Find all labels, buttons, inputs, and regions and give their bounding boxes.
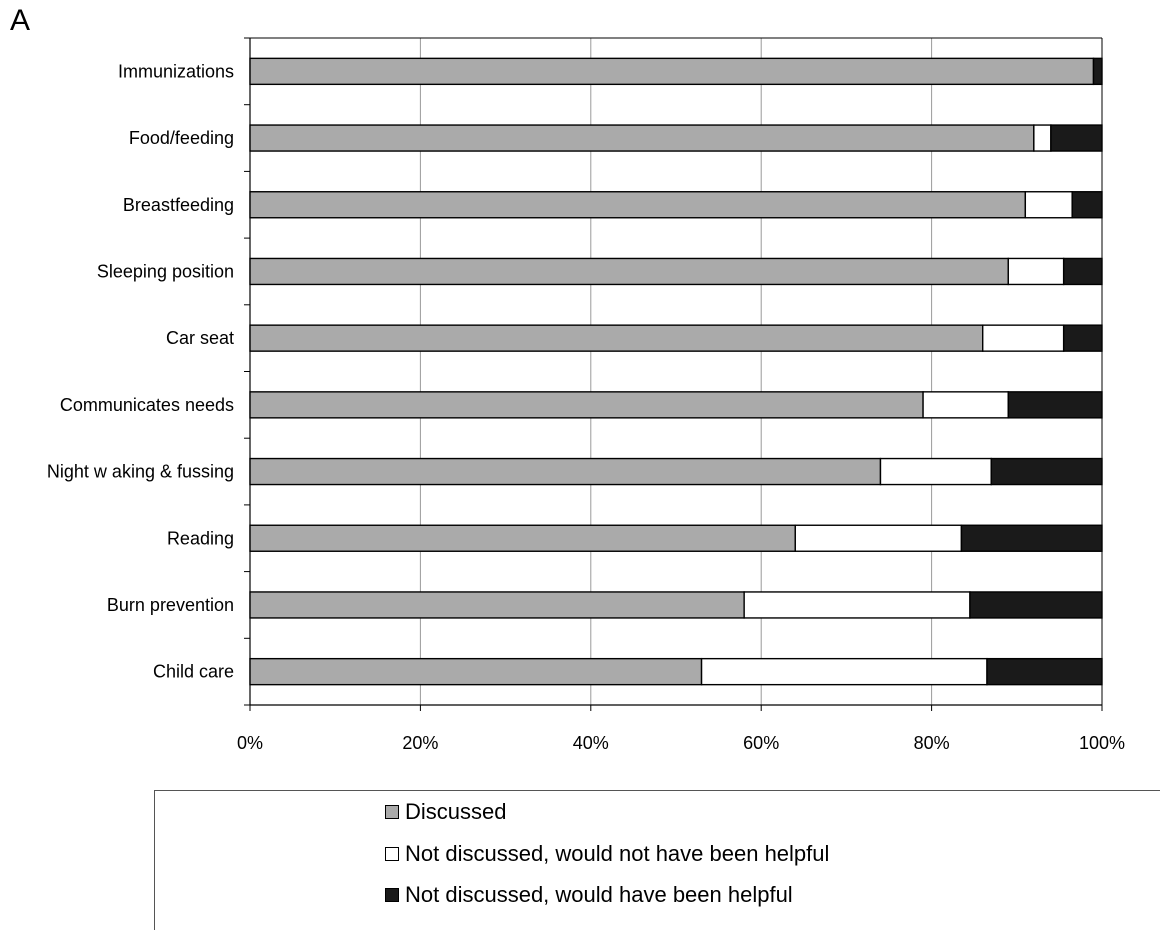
bar-helpful bbox=[1092, 57, 1103, 86]
bar-helpful bbox=[1071, 191, 1103, 219]
category-label: Immunizations bbox=[118, 61, 234, 81]
legend-swatch-helpful bbox=[385, 888, 399, 902]
bar-discussed bbox=[249, 124, 1035, 152]
bar-discussed bbox=[249, 324, 984, 352]
bar-helpful bbox=[1007, 391, 1103, 419]
legend-label-not-helpful: Not discussed, would not have been helpf… bbox=[405, 841, 830, 866]
bar-discussed bbox=[249, 191, 1027, 219]
category-label: Burn prevention bbox=[107, 595, 234, 615]
bar-not-helpful bbox=[743, 591, 971, 619]
panel-label: A bbox=[10, 4, 31, 37]
bar-not-helpful bbox=[1024, 191, 1073, 219]
x-tick-label: 60% bbox=[743, 733, 779, 753]
category-label: Breastfeeding bbox=[123, 195, 234, 215]
legend-item-helpful: Not discussed, would have been helpful bbox=[385, 880, 793, 910]
bar-discussed bbox=[249, 257, 1009, 286]
bar-discussed bbox=[249, 524, 796, 552]
category-label: Reading bbox=[167, 528, 234, 548]
bar-helpful bbox=[990, 457, 1103, 486]
bar-helpful bbox=[960, 524, 1103, 552]
x-tick-label: 80% bbox=[914, 733, 950, 753]
legend: Discussed Not discussed, would not have … bbox=[154, 790, 1160, 930]
category-label: Sleeping position bbox=[97, 261, 234, 281]
stacked-bar-chart: 0% 20% 40% 60% 80% 100% Immunizations Food/feed… bbox=[47, 37, 1125, 753]
legend-label-helpful: Not discussed, would have been helpful bbox=[405, 882, 793, 907]
bar-not-helpful bbox=[1033, 124, 1052, 152]
bar-not-helpful bbox=[922, 391, 1009, 419]
category-label: Child care bbox=[153, 662, 234, 682]
bar-discussed bbox=[249, 657, 703, 686]
bar-not-helpful bbox=[794, 524, 963, 552]
category-label: Night w aking & fussing bbox=[47, 462, 234, 482]
category-label: Car seat bbox=[166, 328, 234, 348]
bar-not-helpful bbox=[1007, 257, 1065, 286]
bar-helpful bbox=[1050, 124, 1103, 152]
category-label: Communicates needs bbox=[60, 395, 234, 415]
bar-helpful bbox=[986, 657, 1103, 686]
x-tick-label: 100% bbox=[1079, 733, 1125, 753]
bar-helpful bbox=[969, 591, 1103, 619]
x-tick-label: 40% bbox=[573, 733, 609, 753]
legend-item-not-helpful: Not discussed, would not have been helpf… bbox=[385, 839, 829, 869]
legend-swatch-not-helpful bbox=[385, 847, 399, 861]
bar-not-helpful bbox=[879, 457, 992, 486]
x-tick-label: 20% bbox=[402, 733, 438, 753]
x-tick-label: 0% bbox=[237, 733, 263, 753]
bar-discussed bbox=[249, 57, 1095, 86]
bar-discussed bbox=[249, 391, 924, 419]
bar-not-helpful bbox=[982, 324, 1065, 352]
legend-swatch-discussed bbox=[385, 805, 399, 819]
bar-discussed bbox=[249, 457, 882, 486]
bar-helpful bbox=[1062, 324, 1103, 352]
category-label: Food/feeding bbox=[129, 128, 234, 148]
bar-not-helpful bbox=[700, 657, 988, 686]
legend-item-discussed: Discussed bbox=[385, 797, 506, 827]
bar-helpful bbox=[1062, 257, 1103, 286]
bar-discussed bbox=[249, 591, 745, 619]
legend-label-discussed: Discussed bbox=[405, 799, 507, 824]
